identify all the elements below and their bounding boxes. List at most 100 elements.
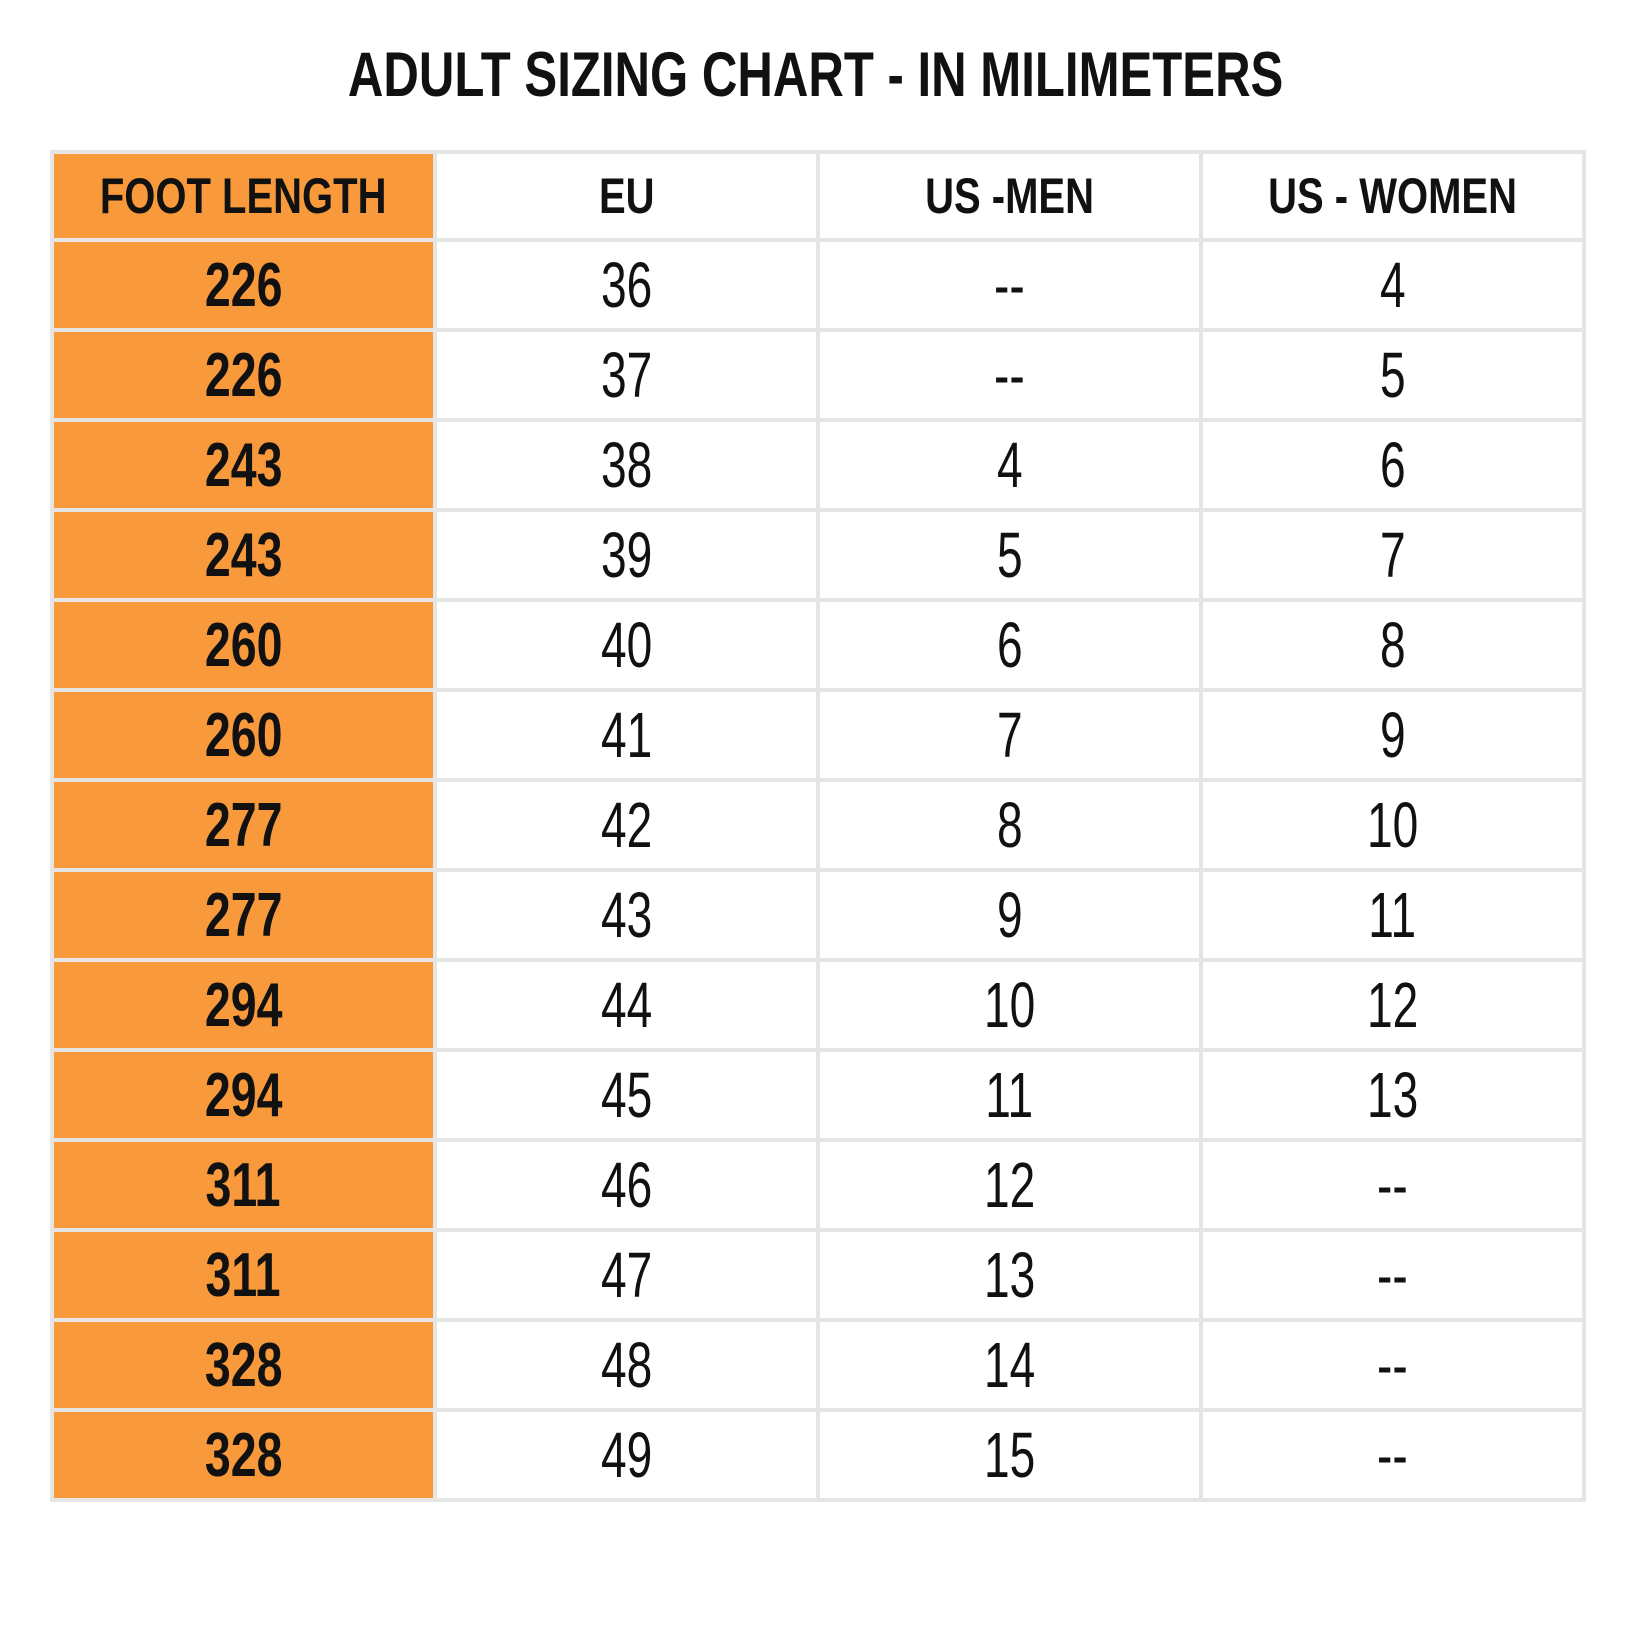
cell-value: 47 (600, 1239, 653, 1311)
size-cell: 8 (816, 778, 1203, 872)
size-cell: 13 (816, 1228, 1203, 1322)
size-cell: 6 (816, 598, 1203, 692)
size-cell: 9 (816, 868, 1203, 962)
cell-value: -- (994, 249, 1025, 321)
size-cell: 4 (816, 418, 1203, 512)
column-header-label: US -MEN (925, 168, 1094, 224)
size-cell: 8 (1199, 598, 1586, 692)
cell-value: 37 (600, 339, 653, 411)
foot-length-cell: 226 (50, 328, 437, 422)
cell-value: 46 (600, 1149, 653, 1221)
cell-value: 12 (1366, 969, 1419, 1041)
table-row: 311 47 13 -- (50, 1228, 1586, 1322)
size-cell: 9 (1199, 688, 1586, 782)
cell-value: 39 (600, 519, 653, 591)
foot-length-cell: 311 (50, 1228, 437, 1322)
cell-value: -- (1377, 1149, 1408, 1221)
size-cell: 49 (433, 1408, 820, 1502)
table-row: 277 42 8 10 (50, 778, 1586, 872)
cell-value: 8 (1379, 609, 1406, 681)
size-cell: 39 (433, 508, 820, 602)
size-cell: 4 (1199, 238, 1586, 332)
page-title: ADULT SIZING CHART - IN MILIMETERS (348, 40, 1284, 110)
size-cell: -- (1199, 1408, 1586, 1502)
cell-value: 226 (204, 250, 283, 320)
cell-value: 5 (1379, 339, 1406, 411)
cell-value: 9 (996, 879, 1023, 951)
size-cell: 37 (433, 328, 820, 422)
size-cell: 7 (1199, 508, 1586, 602)
size-cell: -- (816, 238, 1203, 332)
size-cell: 15 (816, 1408, 1203, 1502)
cell-value: 260 (204, 700, 283, 770)
table-body: 226 36 -- 4 226 37 -- 5 243 38 4 6 243 39 5 7 260 40 6 8 260… (50, 238, 1586, 1502)
cell-value: 14 (983, 1329, 1036, 1401)
foot-length-cell: 294 (50, 958, 437, 1052)
foot-length-cell: 243 (50, 508, 437, 602)
cell-value: 4 (1379, 249, 1406, 321)
table-row: 243 38 4 6 (50, 418, 1586, 512)
cell-value: 45 (600, 1059, 653, 1131)
table-row: 294 45 11 13 (50, 1048, 1586, 1142)
cell-value: 9 (1379, 699, 1406, 771)
size-cell: -- (1199, 1138, 1586, 1232)
table-row: 260 41 7 9 (50, 688, 1586, 782)
cell-value: 328 (204, 1420, 283, 1490)
foot-length-cell: 277 (50, 778, 437, 872)
cell-value: 328 (204, 1330, 283, 1400)
table-row: 311 46 12 -- (50, 1138, 1586, 1232)
cell-value: -- (1377, 1419, 1408, 1491)
size-cell: 10 (1199, 778, 1586, 872)
cell-value: 13 (1366, 1059, 1419, 1131)
table-row: 328 49 15 -- (50, 1408, 1586, 1502)
size-cell: 7 (816, 688, 1203, 782)
size-cell: 10 (816, 958, 1203, 1052)
size-cell: 5 (816, 508, 1203, 602)
foot-length-cell: 311 (50, 1138, 437, 1232)
column-header-eu: EU (433, 150, 820, 242)
table-row: 294 44 10 12 (50, 958, 1586, 1052)
cell-value: -- (1377, 1329, 1408, 1401)
size-cell: 41 (433, 688, 820, 782)
table-row: 226 37 -- 5 (50, 328, 1586, 422)
cell-value: 6 (1379, 429, 1406, 501)
cell-value: 243 (204, 430, 283, 500)
foot-length-cell: 260 (50, 598, 437, 692)
cell-value: 294 (204, 1060, 283, 1130)
cell-value: 311 (205, 1150, 282, 1220)
foot-length-cell: 243 (50, 418, 437, 512)
header-row: FOOT LENGTH EU US -MEN US - WOMEN (50, 150, 1586, 242)
cell-value: 294 (204, 970, 283, 1040)
column-header-label: EU (598, 168, 655, 224)
size-cell: 47 (433, 1228, 820, 1322)
size-cell: 48 (433, 1318, 820, 1412)
cell-value: 7 (996, 699, 1023, 771)
cell-value: -- (1377, 1239, 1408, 1311)
cell-value: 42 (600, 789, 653, 861)
foot-length-cell: 277 (50, 868, 437, 962)
size-cell: 40 (433, 598, 820, 692)
cell-value: 12 (983, 1149, 1036, 1221)
column-header-us-men: US -MEN (816, 150, 1203, 242)
foot-length-cell: 294 (50, 1048, 437, 1142)
cell-value: 38 (600, 429, 653, 501)
table-row: 226 36 -- 4 (50, 238, 1586, 332)
column-header-label: US - WOMEN (1268, 168, 1517, 224)
table-row: 260 40 6 8 (50, 598, 1586, 692)
foot-length-cell: 328 (50, 1408, 437, 1502)
cell-value: 11 (985, 1059, 1034, 1131)
column-header-foot-length: FOOT LENGTH (50, 150, 437, 242)
cell-value: 4 (996, 429, 1023, 501)
size-cell: 11 (816, 1048, 1203, 1142)
table-row: 328 48 14 -- (50, 1318, 1586, 1412)
sizing-table: FOOT LENGTH EU US -MEN US - WOMEN 226 36 -… (50, 150, 1586, 1502)
cell-value: 36 (600, 249, 653, 321)
cell-value: 41 (600, 699, 653, 771)
size-cell: 42 (433, 778, 820, 872)
cell-value: 15 (983, 1419, 1036, 1491)
cell-value: 48 (600, 1329, 653, 1401)
cell-value: 10 (1366, 789, 1419, 861)
size-cell: 11 (1199, 868, 1586, 962)
cell-value: 10 (983, 969, 1036, 1041)
